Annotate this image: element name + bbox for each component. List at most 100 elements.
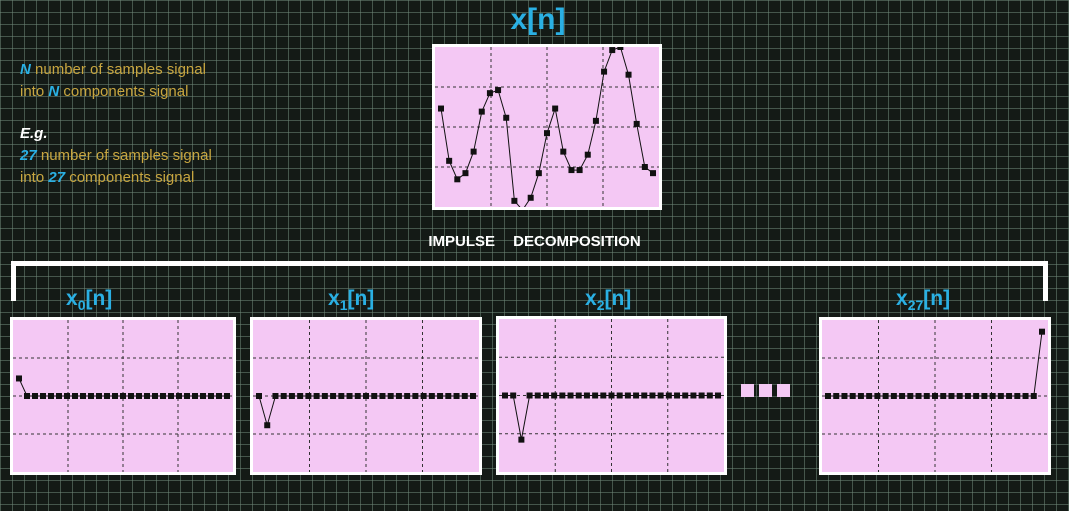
sample-point (64, 393, 70, 399)
sample-point (16, 375, 22, 382)
sample-point (445, 393, 452, 399)
decomposition-label: IMPULSE DECOMPOSITION (428, 233, 641, 250)
sample-point (264, 422, 271, 429)
sample-point (387, 393, 394, 399)
sample-point (560, 148, 567, 155)
sample-point (495, 87, 502, 94)
sample-point (616, 392, 623, 399)
component-chart-x27 (819, 317, 1051, 475)
component-title-x1: x1[n] (328, 287, 375, 313)
sample-point (534, 392, 541, 399)
sample-point (371, 393, 378, 399)
sample-point (420, 393, 427, 399)
sample-point (641, 392, 648, 399)
sample-point (625, 71, 632, 78)
sample-point (272, 393, 279, 399)
sample-point (470, 148, 477, 155)
main-signal-plot (435, 47, 659, 207)
sample-point (379, 393, 386, 399)
sample-point (559, 392, 566, 399)
sample-point (633, 392, 640, 399)
sample-point (32, 393, 38, 399)
component-chart-x1 (250, 317, 482, 475)
sample-point (698, 392, 705, 399)
sample-point (583, 392, 590, 399)
component-plot-x27 (822, 320, 1048, 472)
sample-point (1030, 393, 1037, 399)
description-line-2: into N components signal (20, 83, 189, 100)
sample-point (313, 393, 320, 399)
sample-point (428, 393, 435, 399)
sample-point (964, 393, 971, 399)
sample-point (395, 393, 402, 399)
sample-point (552, 105, 559, 112)
sample-point (526, 392, 533, 399)
component-plot-x1 (253, 320, 479, 472)
sample-point (857, 393, 864, 399)
component-plot-x2 (499, 319, 724, 472)
sample-point (144, 393, 150, 399)
sample-point (989, 393, 996, 399)
sample-point (453, 393, 460, 399)
component-title-x0: x0[n] (66, 287, 113, 313)
sample-point (176, 393, 182, 399)
sample-point (981, 393, 988, 399)
sample-point (973, 393, 980, 399)
sample-point (208, 393, 214, 399)
sample-point (200, 393, 206, 399)
sample-point (184, 393, 190, 399)
sample-point (1022, 393, 1029, 399)
sample-point (849, 393, 856, 399)
sample-point (354, 393, 361, 399)
sample-point (923, 393, 930, 399)
sample-point (575, 392, 582, 399)
sample-point (544, 130, 550, 137)
component-plot-x0 (13, 320, 233, 472)
sample-point (690, 392, 697, 399)
description-line-3: 27 number of samples signal (20, 147, 212, 164)
sample-point (437, 393, 444, 399)
sample-point (305, 393, 312, 399)
sample-point (446, 157, 453, 164)
sample-point (649, 392, 656, 399)
sample-point (346, 393, 353, 399)
sample-point (404, 393, 411, 399)
sample-point (1039, 328, 1045, 335)
sample-point (152, 393, 158, 399)
sample-point (321, 393, 328, 399)
sample-point (470, 393, 476, 399)
sample-point (665, 392, 672, 399)
sample-point (948, 393, 955, 399)
description-line-4: into 27 components signal (20, 169, 195, 186)
sample-point (706, 392, 713, 399)
component-title-x27: x27[n] (896, 287, 951, 313)
main-signal-title: x[n] (510, 3, 566, 36)
ellipsis-dot (741, 384, 754, 397)
component-chart-x0 (10, 317, 236, 475)
sample-point (608, 392, 615, 399)
sample-point (40, 393, 46, 399)
ellipsis-dots (741, 384, 795, 402)
sample-point (907, 393, 914, 399)
sample-point (478, 108, 485, 115)
sample-point (454, 176, 461, 183)
sample-point (833, 393, 840, 399)
sample-point (940, 393, 947, 399)
decomposition-bracket (11, 261, 1048, 301)
sample-point (997, 393, 1004, 399)
component-chart-x2 (496, 316, 727, 475)
sample-point (256, 393, 262, 399)
sample-point (462, 170, 469, 177)
sample-point (412, 393, 419, 399)
sample-point (224, 393, 230, 399)
description-line-1: N number of samples signal (20, 61, 206, 78)
sample-point (48, 393, 54, 399)
description-text-block: N number of samples signal into N compon… (20, 59, 212, 189)
sample-point (461, 393, 468, 399)
sample-point (288, 393, 295, 399)
sample-point (535, 170, 542, 177)
sample-point (1014, 393, 1021, 399)
sample-point (682, 392, 689, 399)
sample-point (96, 393, 102, 399)
sample-point (609, 47, 616, 54)
